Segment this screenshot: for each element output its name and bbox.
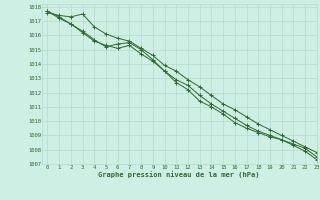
X-axis label: Graphe pression niveau de la mer (hPa): Graphe pression niveau de la mer (hPa)	[99, 171, 260, 178]
